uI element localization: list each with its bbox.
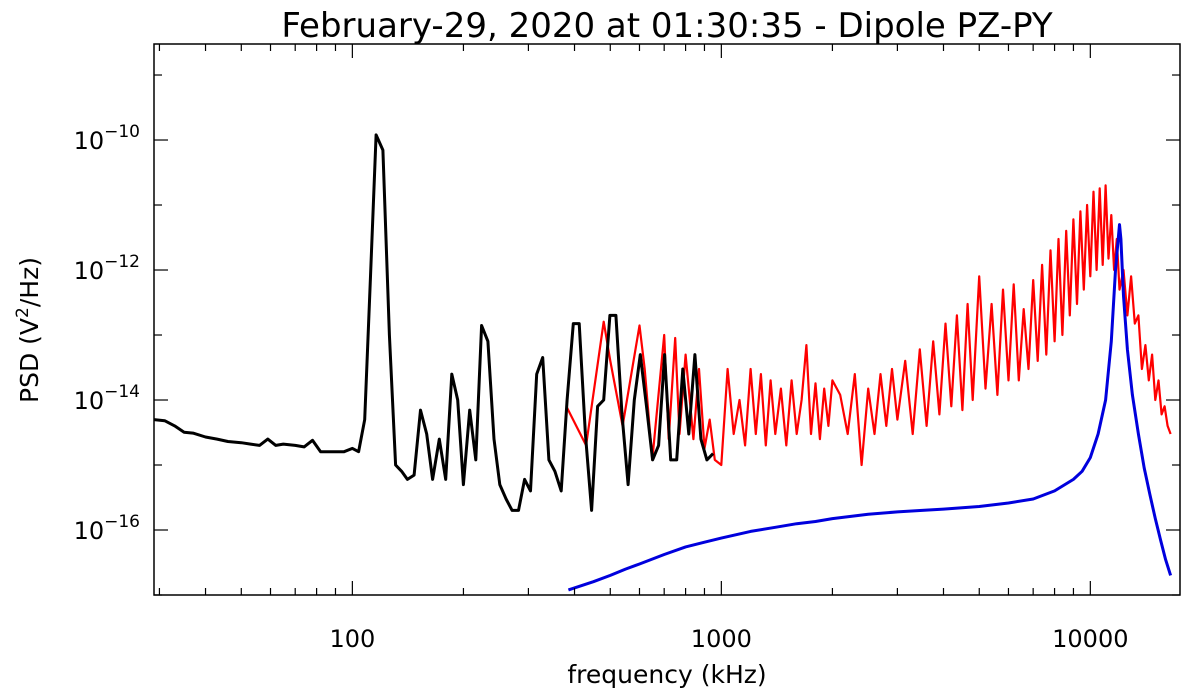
x-tick-label: 1000 [691, 625, 752, 653]
y-tick-label: 10−12 [74, 252, 140, 285]
series-layer [153, 133, 1173, 592]
y-tick-label: 10−16 [74, 512, 140, 545]
tick-labels-layer: 100 1000 10000 10−10 10−12 10−14 10−16 [74, 122, 1129, 653]
chart-title: February-29, 2020 at 01:30:35 - Dipole P… [281, 6, 1053, 46]
x-tick-label: 10000 [1052, 625, 1128, 653]
ticks-layer [154, 44, 1180, 596]
y-axis-label-exponent: 2 [13, 307, 33, 318]
y-tick-label: 10−14 [74, 382, 140, 415]
series-line-3 [567, 223, 1173, 592]
x-axis-label: frequency (kHz) [567, 660, 766, 689]
plot-frame [153, 43, 1181, 596]
y-tick-label: 10−10 [74, 122, 140, 155]
y-axis-label: PSD (V2/Hz) [13, 257, 44, 403]
y-axis-label-suffix: /Hz) [15, 257, 44, 307]
x-tick-label: 100 [329, 625, 375, 653]
series-line-1 [565, 184, 1172, 467]
series-line-2 [153, 133, 715, 512]
y-axis-label-prefix: PSD (V [15, 318, 44, 403]
